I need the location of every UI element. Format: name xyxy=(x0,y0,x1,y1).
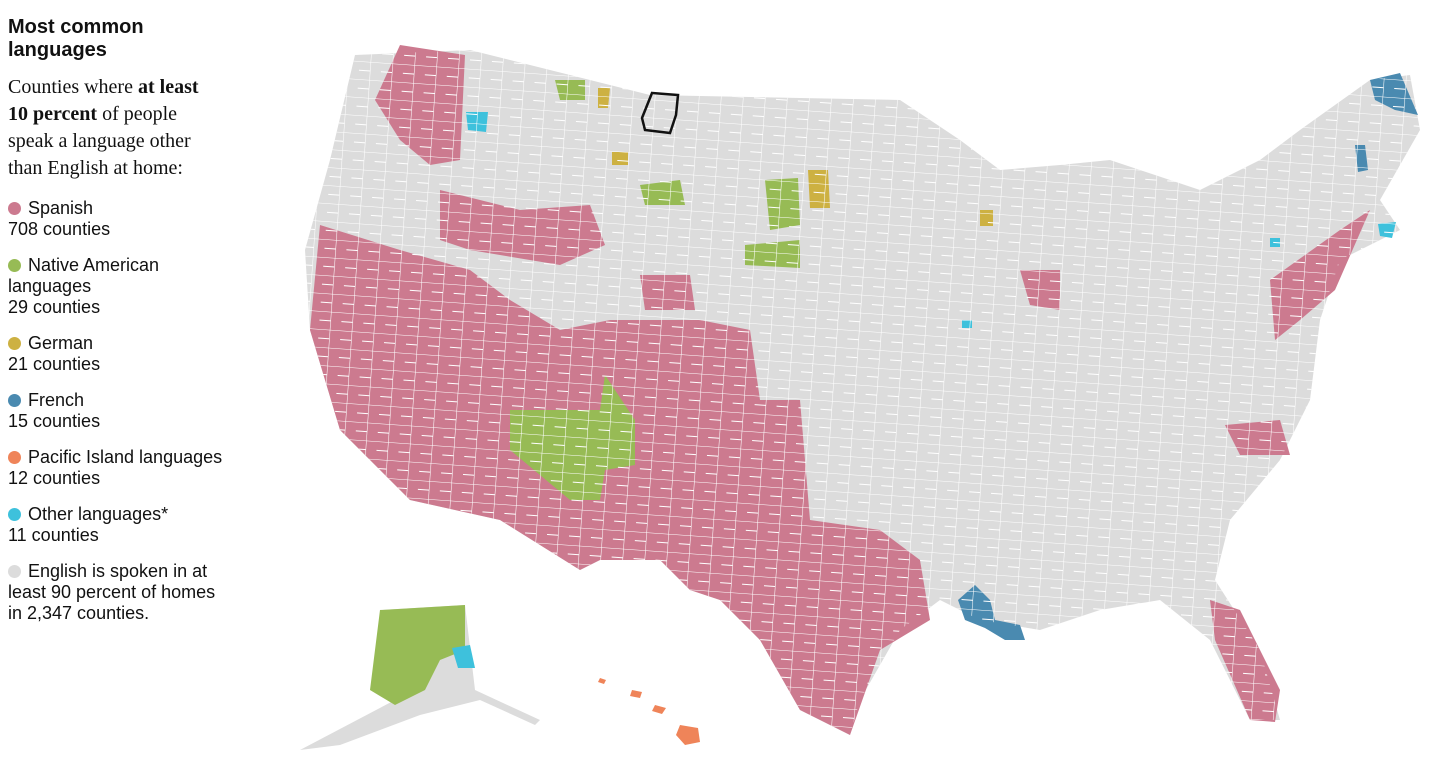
legend-item: Pacific Island languages 12 counties xyxy=(8,447,223,489)
description: Counties where at least 10 percent of pe… xyxy=(8,74,223,182)
sidebar: Most common languages Counties where at … xyxy=(8,16,223,639)
legend-count: 708 counties xyxy=(8,219,111,239)
legend-swatch xyxy=(8,394,21,407)
legend-item: Native American languages 29 counties xyxy=(8,255,223,318)
legend-swatch xyxy=(8,202,21,215)
legend-count: 12 counties xyxy=(8,468,101,488)
legend-label: Native American languages xyxy=(8,255,160,296)
description-text: of people speak a language other than En… xyxy=(8,103,191,179)
legend-label: Spanish xyxy=(28,198,94,218)
description-bold: at least 10 percent xyxy=(8,76,199,125)
legend-count: 11 counties xyxy=(8,525,99,545)
title: Most common languages xyxy=(8,16,144,61)
legend-count: 21 counties xyxy=(8,354,101,374)
highlight-county xyxy=(640,91,680,135)
legend-swatch xyxy=(8,259,21,272)
legend-label: English is spoken in at least 90 percent… xyxy=(8,561,216,623)
us-map xyxy=(300,45,1420,750)
country-lines xyxy=(305,50,1420,735)
other-region xyxy=(452,645,475,668)
legend: Spanish 708 counties Native American langu… xyxy=(8,198,223,624)
legend-label: German xyxy=(28,333,94,353)
legend-label: Other languages* xyxy=(28,504,169,524)
legend-item: French 15 counties xyxy=(8,390,223,432)
legend-item: English is spoken in at least 90 percent… xyxy=(8,561,223,624)
native-american-region xyxy=(370,605,465,705)
pacific-island-region xyxy=(598,678,700,745)
legend-count: 29 counties xyxy=(8,297,101,317)
legend-swatch xyxy=(8,337,21,350)
legend-swatch xyxy=(8,565,21,578)
alaska xyxy=(300,605,540,750)
legend-item: Other languages* 11 counties xyxy=(8,504,223,546)
legend-label: French xyxy=(28,390,85,410)
legend-swatch xyxy=(8,451,21,464)
legend-count: 15 counties xyxy=(8,411,101,431)
hawaii xyxy=(598,678,700,745)
legend-item: German 21 counties xyxy=(8,333,223,375)
contiguous-us xyxy=(305,45,1420,735)
legend-label: Pacific Island languages xyxy=(28,447,223,467)
legend-item: Spanish 708 counties xyxy=(8,198,223,240)
description-text: Counties where xyxy=(8,76,138,98)
legend-swatch xyxy=(8,508,21,521)
